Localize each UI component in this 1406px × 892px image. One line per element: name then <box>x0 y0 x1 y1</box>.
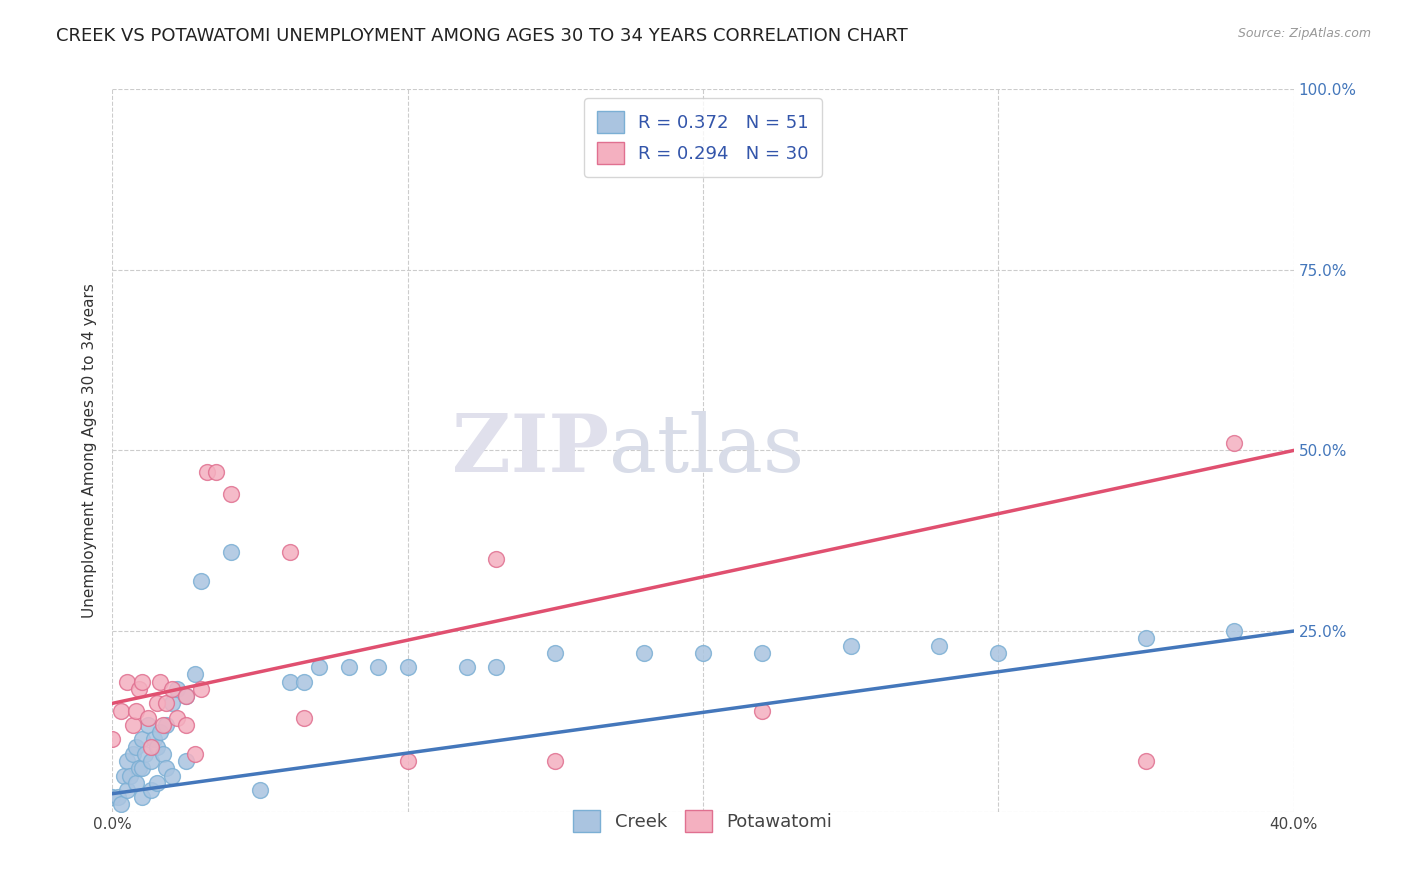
Point <box>190 681 212 696</box>
Point <box>131 732 153 747</box>
Point <box>128 761 150 775</box>
Point <box>174 689 197 703</box>
Point <box>128 681 150 696</box>
Point <box>184 667 207 681</box>
Point <box>122 747 145 761</box>
Y-axis label: Unemployment Among Ages 30 to 34 years: Unemployment Among Ages 30 to 34 years <box>82 283 97 618</box>
Point <box>292 711 315 725</box>
Point <box>117 674 138 689</box>
Point <box>1135 632 1157 646</box>
Text: CREEK VS POTAWATOMI UNEMPLOYMENT AMONG AGES 30 TO 34 YEARS CORRELATION CHART: CREEK VS POTAWATOMI UNEMPLOYMENT AMONG A… <box>56 27 908 45</box>
Point <box>166 681 188 696</box>
Point <box>107 790 129 805</box>
Point <box>131 761 153 775</box>
Point <box>125 739 148 754</box>
Point <box>485 660 508 674</box>
Point <box>136 711 159 725</box>
Point <box>160 769 183 783</box>
Legend: Creek, Potawatomi: Creek, Potawatomi <box>562 798 844 842</box>
Point <box>139 783 162 797</box>
Point <box>146 776 169 790</box>
Point <box>160 696 183 710</box>
Point <box>155 718 177 732</box>
Point <box>142 732 165 747</box>
Point <box>190 574 212 588</box>
Point <box>101 790 124 805</box>
Point <box>125 776 148 790</box>
Point <box>839 639 862 653</box>
Point <box>544 646 567 660</box>
Point <box>751 646 773 660</box>
Text: Source: ZipAtlas.com: Source: ZipAtlas.com <box>1237 27 1371 40</box>
Point <box>149 725 172 739</box>
Point <box>1223 436 1246 450</box>
Point <box>456 660 478 674</box>
Point <box>112 769 135 783</box>
Point <box>174 754 197 768</box>
Point <box>117 783 138 797</box>
Point <box>337 660 360 674</box>
Point <box>110 797 132 812</box>
Point <box>155 761 177 775</box>
Point <box>125 704 148 718</box>
Point <box>131 790 153 805</box>
Point <box>110 704 132 718</box>
Point <box>308 660 330 674</box>
Point <box>160 681 183 696</box>
Point <box>1223 624 1246 639</box>
Point <box>396 754 419 768</box>
Point <box>152 718 174 732</box>
Text: atlas: atlas <box>609 411 804 490</box>
Point <box>139 739 162 754</box>
Point <box>139 754 162 768</box>
Point <box>174 718 197 732</box>
Point <box>131 674 153 689</box>
Point <box>174 689 197 703</box>
Point <box>1135 754 1157 768</box>
Point <box>117 754 138 768</box>
Point <box>278 674 301 689</box>
Point <box>184 747 207 761</box>
Point <box>146 696 169 710</box>
Point <box>987 646 1010 660</box>
Point <box>544 754 567 768</box>
Point <box>101 732 124 747</box>
Point <box>751 704 773 718</box>
Point <box>633 646 655 660</box>
Point <box>155 696 177 710</box>
Point <box>396 660 419 674</box>
Point <box>136 718 159 732</box>
Point <box>146 739 169 754</box>
Point <box>219 487 242 501</box>
Point <box>928 639 950 653</box>
Point <box>195 465 218 479</box>
Point <box>166 711 188 725</box>
Point <box>134 747 156 761</box>
Point <box>205 465 228 479</box>
Point <box>249 783 271 797</box>
Point <box>219 544 242 558</box>
Point <box>120 769 142 783</box>
Point <box>692 646 714 660</box>
Point <box>122 718 145 732</box>
Point <box>367 660 389 674</box>
Point <box>485 551 508 566</box>
Point <box>292 674 315 689</box>
Text: ZIP: ZIP <box>451 411 609 490</box>
Point <box>149 674 172 689</box>
Point <box>152 747 174 761</box>
Point <box>278 544 301 558</box>
